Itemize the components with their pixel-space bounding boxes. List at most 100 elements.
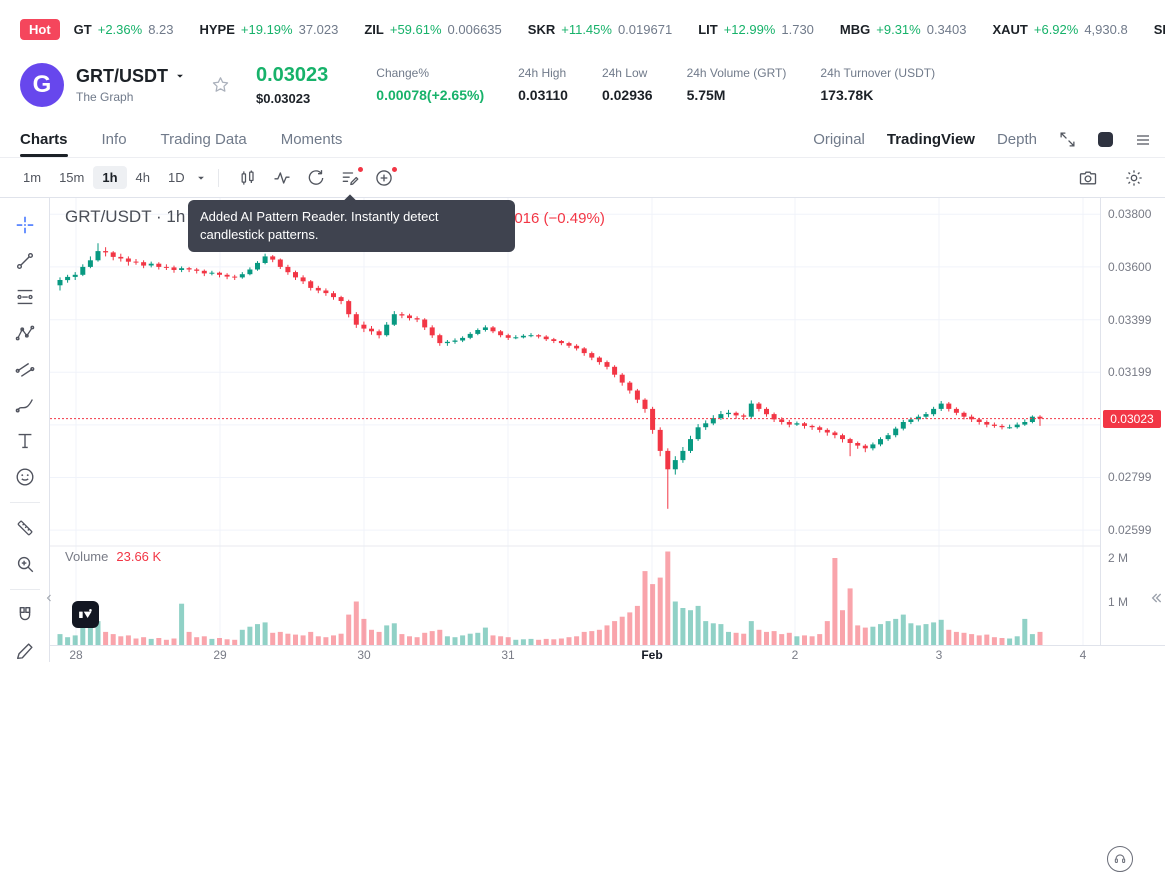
price-axis[interactable]: 0.03023 0.03800 0.03600 0.03399 0.03199 0.02…: [1100, 198, 1165, 645]
mode-tradingview[interactable]: TradingView: [886, 131, 975, 148]
ticker-change: +2.36%: [97, 22, 143, 37]
toolbar-collapse-icon[interactable]: [43, 588, 55, 608]
ticker-item-skr[interactable]: SKR +11.45% 0.019671: [528, 22, 672, 37]
tab-info[interactable]: Info: [101, 131, 127, 148]
settings-gear-icon[interactable]: [1117, 164, 1151, 192]
xabcd-pattern-icon[interactable]: [8, 318, 42, 348]
stat-value: 0.03110: [518, 87, 568, 103]
tabs-left: Charts Info Trading Data Moments: [20, 122, 342, 157]
ticker-item-slvon[interactable]: SLVON+12.19%79.12: [1154, 22, 1165, 37]
ruler-icon[interactable]: [8, 513, 42, 543]
camera-icon[interactable]: [1071, 164, 1105, 192]
refresh-icon[interactable]: [299, 164, 333, 192]
interval-1d[interactable]: 1D: [168, 170, 185, 185]
price-axis-label: 0.03399: [1108, 313, 1152, 327]
time-axis[interactable]: 28 29 30 31 Feb 2 3 4: [50, 645, 1165, 662]
crosshair-icon[interactable]: [8, 210, 42, 240]
tradingview-logo[interactable]: [72, 601, 99, 628]
chart-legend: GRT/USDT · 1h ·: [65, 207, 196, 226]
volume-legend: Volume 23.66 K: [65, 549, 161, 564]
last-price-usd: $0.03023: [256, 90, 311, 106]
ticker-bar: Hot GT +2.36% 8.23 HYPE +19.19% 37.023 ZIL +59.…: [0, 0, 1165, 47]
ticker-item-zil[interactable]: ZIL +59.61% 0.006635: [364, 22, 501, 37]
trading-page: { "colors": { "up": "#089981", "down": "…: [0, 0, 1165, 662]
price-axis-label: 0.02799: [1108, 470, 1152, 484]
zoom-in-icon[interactable]: [8, 549, 42, 579]
chart-plot[interactable]: [50, 198, 1100, 645]
ticker-symbol: MBG: [839, 22, 871, 37]
interval-buttons: 1m 15m 1h 4h 1D: [14, 166, 194, 189]
hot-badge[interactable]: Hot: [20, 19, 60, 40]
header-stats: Change% 0.00078(+2.65%) 24h High 0.03110 24h…: [376, 66, 935, 103]
stat-label: 24h Turnover (USDT): [820, 66, 936, 80]
pencil-icon[interactable]: [8, 636, 42, 666]
interval-4h[interactable]: 4h: [135, 170, 150, 185]
expand-icon[interactable]: [1059, 131, 1076, 148]
tab-trading-data[interactable]: Trading Data: [160, 131, 247, 148]
divider: [217, 168, 219, 187]
text-icon[interactable]: [8, 426, 42, 456]
volume-label: Volume: [65, 549, 109, 564]
indicators-icon[interactable]: [265, 164, 299, 192]
stat-block: 24h Turnover (USDT) 173.78K: [820, 66, 935, 103]
stat-label: 24h Low: [601, 66, 648, 80]
time-axis-label: 29: [213, 648, 227, 662]
add-circle-icon[interactable]: [367, 164, 401, 192]
ticker-price: 1.730: [781, 22, 814, 37]
ticker-item-hype[interactable]: HYPE +19.19% 37.023: [200, 22, 339, 37]
panel-expand-icon[interactable]: [1148, 588, 1164, 608]
ticker-change: +12.99%: [723, 22, 776, 37]
ticker-symbol: LIT: [698, 22, 718, 37]
mode-depth[interactable]: Depth: [996, 131, 1037, 148]
stat-label: Change%: [376, 66, 430, 80]
volume-value: 23.66 K: [116, 549, 162, 564]
stat-block: Change% 0.00078(+2.65%): [376, 66, 484, 103]
tab-charts[interactable]: Charts: [20, 122, 68, 157]
ai-pattern-icon[interactable]: [333, 164, 367, 192]
ticker-change: +6.92%: [1033, 22, 1079, 37]
chart-legend-change: 0016 (−0.49%): [506, 210, 605, 227]
tabs-right: Original TradingView Depth: [813, 131, 1151, 148]
brush-icon[interactable]: [8, 390, 42, 420]
pair-header: G GRT/USDT The Graph 0.03023 $0.03023 Ch…: [0, 47, 1165, 122]
time-axis-label: 31: [501, 648, 515, 662]
floating-support-button[interactable]: [1107, 846, 1133, 872]
interval-1m[interactable]: 1m: [23, 170, 42, 185]
stat-label: 24h High: [518, 66, 567, 80]
ticker-item-mbg[interactable]: MBG +9.31% 0.3403: [840, 22, 967, 37]
emoji-icon[interactable]: [8, 462, 42, 492]
token-name: The Graph: [76, 89, 134, 104]
chart-toolbar: 1m 15m 1h 4h 1D: [0, 158, 1165, 198]
last-price-tag: 0.03023: [1103, 410, 1161, 428]
interval-15m[interactable]: 15m: [59, 170, 85, 185]
time-axis-label: 3: [935, 648, 943, 662]
fib-retracement-icon[interactable]: [8, 282, 42, 312]
chart-style-icon[interactable]: [231, 164, 265, 192]
price-block: 0.03023 $0.03023: [256, 64, 328, 106]
ticker-price: 0.019671: [617, 22, 673, 37]
ticker-symbol: SKR: [527, 22, 556, 37]
ticker-symbol: XAUT: [992, 22, 1028, 37]
interval-dropdown-icon[interactable]: [196, 173, 206, 183]
ticker-item-xaut[interactable]: XAUT +6.92% 4,930.8: [992, 22, 1127, 37]
layout-square-icon[interactable]: [1098, 132, 1113, 147]
candlestick-chart[interactable]: [50, 198, 1100, 645]
time-axis-label: 2: [791, 648, 799, 662]
tab-moments[interactable]: Moments: [280, 131, 343, 148]
trend-line-icon[interactable]: [8, 246, 42, 276]
stat-value: 0.00078(+2.65%): [376, 87, 485, 103]
mode-original[interactable]: Original: [813, 131, 865, 148]
parallel-channel-icon[interactable]: [8, 354, 42, 384]
interval-1h[interactable]: 1h: [93, 166, 127, 189]
menu-icon[interactable]: [1135, 132, 1151, 148]
stat-label: 24h Volume (GRT): [686, 66, 787, 80]
chart-modes: Original TradingView Depth: [813, 131, 1037, 148]
pair-selector[interactable]: GRT/USDT: [76, 66, 185, 87]
favorite-star-icon[interactable]: [211, 75, 230, 94]
ticker-item-gt[interactable]: GT +2.36% 8.23: [74, 22, 174, 37]
toolbar-right: [1071, 164, 1151, 192]
price-axis-label: 0.03800: [1108, 207, 1152, 221]
ticker-item-lit[interactable]: LIT +12.99% 1.730: [698, 22, 814, 37]
drawing-toolbar: [0, 198, 50, 662]
magnet-icon[interactable]: [8, 600, 42, 630]
